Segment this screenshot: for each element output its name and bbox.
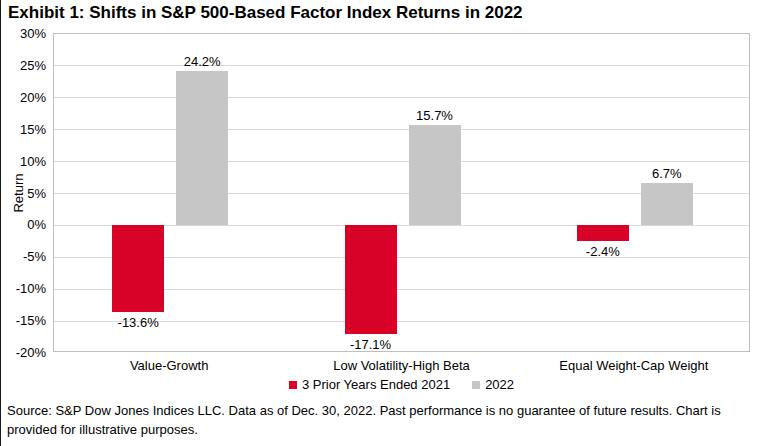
y-tick-label: -10% [1, 281, 46, 296]
gridline [54, 97, 749, 98]
chart-exhibit-1: Exhibit 1: Shifts in S&P 500-Based Facto… [0, 0, 758, 446]
y-tick-label: 5% [1, 186, 46, 201]
y-tick-label: 20% [1, 90, 46, 105]
chart-title: Exhibit 1: Shifts in S&P 500-Based Facto… [8, 3, 523, 23]
bar-value-label: -13.6% [118, 315, 159, 330]
gridline [54, 65, 749, 66]
x-category-label: Low Volatility-High Beta [333, 358, 470, 373]
bar-value-label: 6.7% [652, 166, 682, 181]
bar-2022 [176, 71, 228, 225]
bar-value-label: 15.7% [416, 108, 453, 123]
bar-2022 [641, 183, 693, 226]
y-tick-label: 30% [1, 26, 46, 41]
x-axis: Value-Growth Low Volatility-High Beta Equa… [53, 358, 750, 374]
legend-label: 3 Prior Years Ended 2021 [302, 377, 450, 392]
bar-2022 [409, 125, 461, 225]
plot-area: -13.6% 24.2% -17.1% 15.7% -2.4% 6.7% [53, 33, 750, 352]
bar-value-label: -17.1% [350, 337, 391, 352]
bar-prior-years [577, 225, 629, 240]
gridline [54, 129, 749, 130]
bar-prior-years [345, 225, 397, 334]
y-axis: 30%25%20%15%10%5%0%-5%-10%-15%-20% [1, 33, 46, 352]
x-category-label: Equal Weight-Cap Weight [559, 358, 708, 373]
x-category-label: Value-Growth [130, 358, 209, 373]
legend-item: 2022 [472, 377, 514, 392]
legend-label: 2022 [485, 377, 514, 392]
bar-prior-years [112, 225, 164, 312]
y-tick-label: 0% [1, 217, 46, 232]
legend-swatch [472, 381, 480, 389]
legend: 3 Prior Years Ended 2021 2022 [53, 377, 750, 392]
y-tick-label: -5% [1, 249, 46, 264]
bar-value-label: -2.4% [586, 244, 620, 259]
legend-swatch [289, 381, 297, 389]
source-note: Source: S&P Dow Jones Indices LLC. Data … [7, 401, 755, 439]
gridline [54, 161, 749, 162]
legend-item: 3 Prior Years Ended 2021 [289, 377, 450, 392]
y-tick-label: 25% [1, 58, 46, 73]
y-tick-label: -20% [1, 345, 46, 360]
y-tick-label: 10% [1, 154, 46, 169]
bar-value-label: 24.2% [184, 54, 221, 69]
y-tick-label: 15% [1, 122, 46, 137]
y-tick-label: -15% [1, 313, 46, 328]
